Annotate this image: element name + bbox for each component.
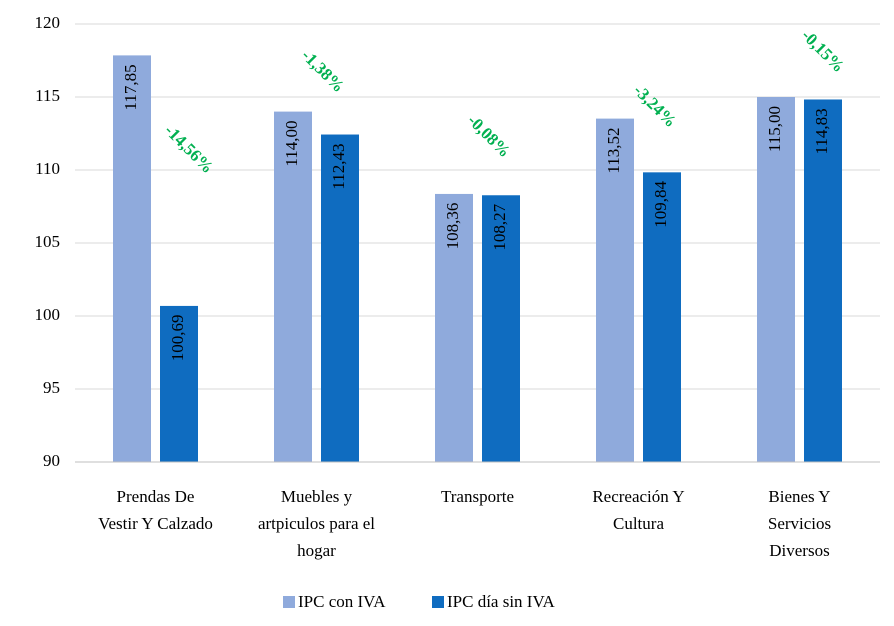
bar: [804, 99, 842, 463]
x-tick-label: Prendas De Vestir Y Calzado: [98, 487, 213, 533]
annotation: -1,38%: [298, 46, 349, 97]
y-tick-label: 95: [43, 378, 60, 397]
x-tick-label: Recreación Y Cultura: [592, 487, 685, 533]
value-label: 100,69: [168, 315, 187, 362]
y-tick-label: 100: [35, 305, 61, 324]
value-label: 112,43: [329, 143, 348, 189]
annotation: -0,08%: [464, 111, 515, 162]
value-label: 114,00: [282, 121, 301, 167]
x-tick-label: Muebles y artpiculos para el hogar: [257, 487, 376, 560]
value-label: 113,52: [604, 128, 623, 174]
bar: [482, 195, 520, 462]
bar: [596, 118, 634, 462]
value-label: 117,85: [121, 64, 140, 110]
y-tick-label: 90: [43, 451, 60, 470]
legend-swatch: [432, 596, 444, 608]
value-label: 115,00: [765, 106, 784, 152]
bar: [757, 97, 795, 462]
legend-swatch: [283, 596, 295, 608]
bar: [435, 193, 473, 462]
annotation: -3,24%: [630, 81, 681, 132]
y-tick-label: 115: [35, 86, 60, 105]
value-label: 114,83: [812, 108, 831, 154]
y-tick-label: 120: [35, 13, 61, 32]
annotation: -14,56%: [161, 121, 218, 178]
y-tick-label: 110: [35, 159, 60, 178]
bar: [113, 55, 151, 462]
legend-label: IPC día sin IVA: [447, 592, 556, 611]
annotation: -0,15%: [798, 26, 849, 77]
legend-label: IPC con IVA: [298, 592, 386, 611]
value-label: 108,36: [443, 203, 462, 250]
y-tick-label: 105: [35, 232, 61, 251]
value-label: 108,27: [490, 203, 509, 250]
bar: [160, 305, 198, 462]
value-label: 109,84: [651, 180, 670, 227]
bar: [643, 172, 681, 462]
x-tick-label: Bienes Y Servicios Diversos: [767, 487, 832, 560]
bar: [321, 134, 359, 462]
bar: [274, 111, 312, 462]
x-tick-label: Transporte: [440, 487, 515, 506]
